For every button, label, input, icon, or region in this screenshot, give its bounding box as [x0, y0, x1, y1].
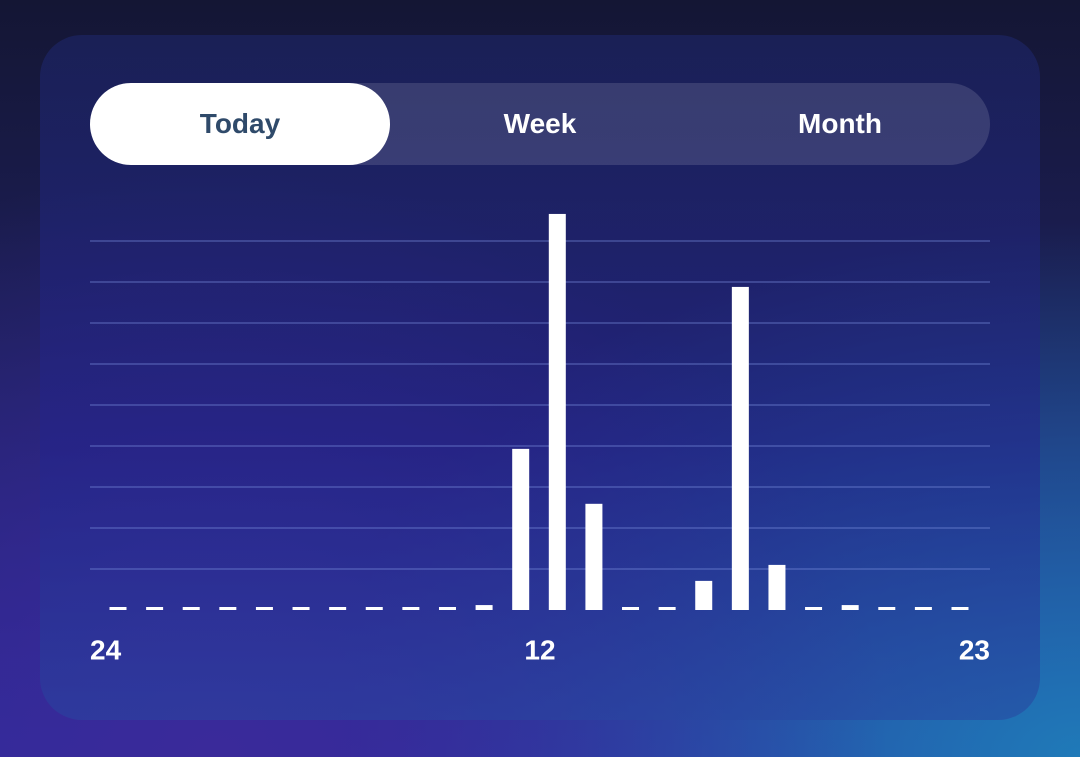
bar [475, 605, 493, 610]
bar [365, 607, 383, 610]
bar [658, 607, 676, 610]
tab[interactable]: Today [90, 83, 390, 165]
bar [695, 580, 713, 610]
bar [329, 607, 347, 610]
bar [548, 213, 566, 610]
x-label: 23 [959, 634, 990, 665]
bar [402, 607, 420, 610]
bar [768, 564, 786, 610]
bar [805, 607, 823, 610]
bar [438, 607, 456, 610]
bar [914, 607, 932, 610]
bar [841, 605, 859, 610]
bar [878, 607, 896, 610]
bar [182, 607, 200, 610]
bar [255, 607, 273, 610]
bar [622, 607, 640, 610]
x-label: 24 [90, 634, 122, 665]
bar [951, 607, 969, 610]
bar [512, 448, 530, 610]
bar [731, 286, 749, 610]
x-label: 12 [524, 634, 555, 665]
bar [585, 503, 603, 610]
bar [109, 607, 127, 610]
bar [292, 607, 310, 610]
bar [146, 607, 164, 610]
tab-bar: Today Week Month [90, 83, 990, 165]
tab[interactable]: Week [503, 108, 577, 139]
tab[interactable]: Month [798, 108, 882, 139]
bar [219, 607, 237, 610]
